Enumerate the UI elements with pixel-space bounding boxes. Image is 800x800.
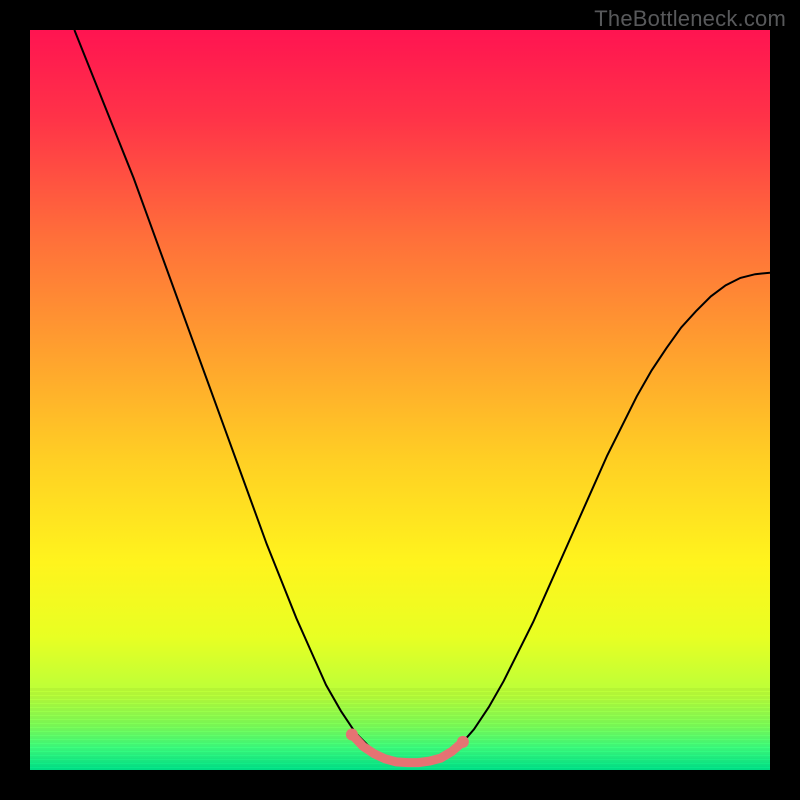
chart-svg: [0, 0, 800, 800]
plot-background: [30, 30, 770, 770]
watermark-text: TheBottleneck.com: [594, 6, 786, 32]
outer-frame: TheBottleneck.com: [0, 0, 800, 800]
